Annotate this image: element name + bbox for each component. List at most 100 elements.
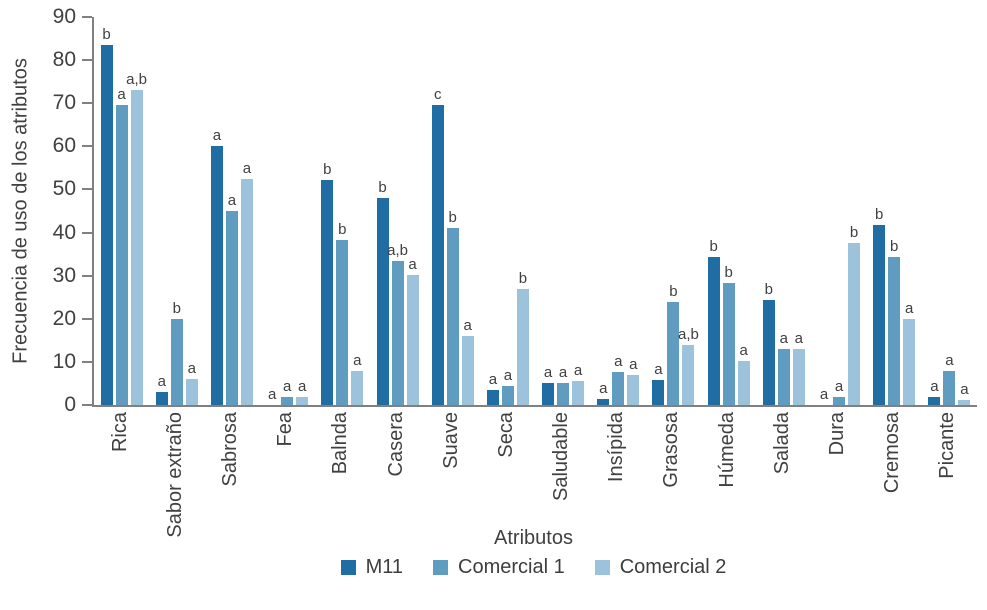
bar: a: [296, 379, 309, 405]
x-axis-title: Atributos: [494, 527, 573, 549]
significance-letter: a: [463, 317, 472, 335]
significance-letter: b: [448, 209, 457, 227]
bar: b: [100, 27, 113, 405]
legend: M11 Comercial 1 Comercial 2: [92, 556, 975, 579]
bar: a: [281, 379, 294, 405]
bar: a: [406, 257, 419, 405]
bar: b: [722, 265, 735, 405]
significance-letter: a: [117, 85, 126, 103]
significance-letter: a: [573, 362, 583, 380]
bar: a: [737, 343, 750, 405]
bar-group: b a,b a: [370, 17, 425, 405]
bar-group: c b a: [425, 17, 480, 405]
significance-letter: b: [875, 206, 884, 224]
bar: a: [627, 357, 640, 405]
significance-letter: a: [739, 341, 748, 359]
x-category-label: Fea: [274, 412, 297, 447]
bar: a: [461, 318, 474, 405]
bar: a: [210, 128, 223, 405]
bar: a: [903, 301, 916, 405]
x-category-label: Insípida: [605, 412, 628, 483]
significance-letter: b: [890, 237, 899, 255]
bar: b: [446, 210, 459, 405]
bar: a: [777, 331, 790, 405]
significance-letter: b: [669, 282, 678, 300]
significance-letter: a: [654, 361, 663, 379]
y-tick-mark: [82, 59, 92, 62]
bars-layer: b a a,b a b a a a a a a a b b a b a,b a c b a a a b a a a a a a a b a,b b…: [94, 17, 977, 405]
significance-letter: a: [353, 351, 362, 369]
significance-letter: b: [172, 299, 181, 317]
bar: b: [848, 225, 861, 405]
legend-label: Comercial 2: [619, 556, 727, 578]
legend-label: M11: [365, 556, 403, 578]
significance-letter: b: [724, 263, 733, 281]
significance-letter: a: [779, 329, 789, 347]
significance-letter: b: [378, 179, 387, 197]
x-category-label: Seca: [494, 412, 517, 458]
bar: a: [833, 379, 846, 405]
y-tick-label: 40: [52, 220, 76, 244]
significance-letter: a: [488, 371, 498, 389]
x-category-label: Balnda: [329, 412, 352, 475]
bar: a,b: [126, 72, 147, 405]
legend-swatch: [594, 560, 610, 575]
significance-letter: a: [599, 380, 608, 398]
plot-area: b a a,b a b a a a a a a a b b a b a,b a c b a a a b a a a a a a a b a,b b…: [53, 5, 977, 416]
y-tick-mark: [82, 16, 92, 18]
significance-letter: a: [212, 127, 222, 145]
significance-letter: a,b: [126, 71, 148, 89]
bar: a: [958, 382, 971, 405]
x-category-label: Rica: [108, 412, 131, 453]
bar: a: [542, 365, 555, 405]
y-axis-title: Frecuencia de uso de los atributos: [9, 58, 32, 364]
legend-item: Comercial 2: [594, 556, 727, 579]
significance-letter: a: [614, 353, 623, 371]
y-tick-label: 80: [52, 48, 76, 72]
significance-letter: a: [819, 386, 829, 403]
bar: a: [928, 379, 941, 405]
y-tick-label: 20: [52, 306, 76, 330]
bar: a,b: [387, 243, 408, 405]
significance-letter: a: [794, 329, 804, 347]
bar: a: [557, 365, 570, 405]
significance-letter: a: [543, 363, 553, 381]
bar: a: [652, 362, 665, 405]
bar-group: a b a: [149, 17, 204, 405]
bar: a: [792, 331, 805, 405]
legend-swatch: [340, 560, 356, 575]
bar: b: [170, 301, 183, 405]
bar-group: a b a,b: [646, 17, 701, 405]
bar: a: [501, 368, 514, 405]
significance-letter: a,b: [678, 325, 699, 343]
bar: a: [351, 353, 364, 405]
x-category-label: Grasosa: [660, 412, 683, 488]
significance-letter: a: [267, 386, 277, 403]
significance-letter: a: [187, 360, 196, 378]
y-tick-mark: [82, 404, 92, 406]
y-tick-label: 90: [52, 5, 76, 28]
significance-letter: c: [433, 85, 442, 103]
y-tick-mark: [82, 360, 92, 363]
x-category-label: Saludable: [550, 412, 573, 501]
significance-letter: a: [242, 159, 252, 177]
y-tick-mark: [82, 317, 92, 320]
bar: a: [155, 374, 168, 405]
significance-letter: a: [282, 378, 292, 396]
significance-letter: b: [102, 26, 111, 44]
significance-letter: b: [849, 224, 859, 242]
significance-letter: b: [709, 237, 718, 255]
legend-swatch: [433, 560, 448, 575]
significance-letter: a: [629, 355, 638, 373]
significance-letter: b: [764, 281, 774, 299]
bar: a,b: [678, 327, 699, 405]
y-tick-label: 50: [52, 177, 76, 201]
x-category-label: Picante: [936, 412, 959, 479]
